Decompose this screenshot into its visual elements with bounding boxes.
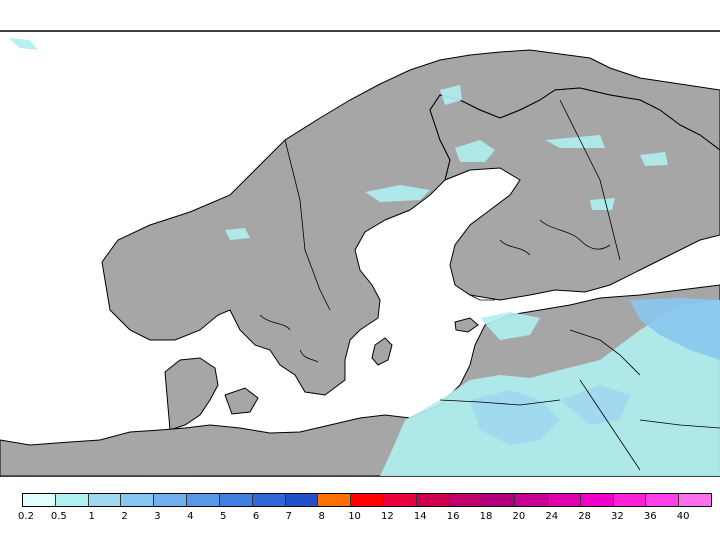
legend-swatch bbox=[383, 494, 417, 506]
legend-tick-label: 0.2 bbox=[18, 511, 34, 522]
land-zealand bbox=[224, 387, 259, 415]
precipitation-shading bbox=[8, 38, 720, 476]
legend-tick-label: 2 bbox=[121, 511, 128, 522]
precipitation-legend-bar bbox=[22, 493, 712, 507]
legend-swatch bbox=[318, 494, 352, 506]
legend-swatch bbox=[482, 494, 516, 506]
legend-tick-label: 10 bbox=[348, 511, 361, 522]
legend-swatch bbox=[646, 494, 680, 506]
legend-swatch bbox=[548, 494, 581, 506]
legend-swatch bbox=[55, 494, 89, 506]
legend-tick-label: 36 bbox=[643, 511, 657, 522]
legend-tick-label: 1 bbox=[88, 511, 95, 522]
legend-swatch bbox=[613, 494, 647, 506]
land-gotland bbox=[371, 337, 393, 366]
legend-swatch bbox=[580, 494, 614, 506]
legend-tick-label: 32 bbox=[611, 511, 624, 522]
legend-swatch bbox=[23, 494, 56, 506]
legend-tick-label: 14 bbox=[413, 511, 427, 522]
legend-tick-label: 0.5 bbox=[50, 511, 67, 522]
legend-tick-label: 16 bbox=[446, 511, 460, 522]
land-saaremaa bbox=[454, 317, 479, 333]
legend-swatch bbox=[679, 494, 712, 506]
legend-swatch bbox=[154, 494, 188, 506]
legend-tick-labels: 0.2 0.5 1 2 3 4 5 6 7 8 10 12 14 16 18 20 24 28 32 36 40 bbox=[0, 511, 720, 527]
legend-tick-label: 3 bbox=[154, 511, 161, 522]
legend-swatch bbox=[515, 494, 548, 506]
legend-swatch bbox=[88, 494, 122, 506]
legend-tick-label: 7 bbox=[285, 511, 293, 522]
legend-tick-label: 20 bbox=[512, 511, 526, 522]
legend-tick-label: 40 bbox=[676, 511, 690, 522]
legend-swatch bbox=[416, 494, 450, 506]
land-denmark bbox=[164, 357, 219, 431]
legend-tick-label: 12 bbox=[381, 511, 394, 522]
legend-tick-label: 18 bbox=[479, 511, 493, 522]
legend-swatch bbox=[121, 494, 155, 506]
legend-swatch bbox=[219, 494, 253, 506]
legend-tick-label: 28 bbox=[578, 511, 591, 522]
legend-tick-label: 24 bbox=[545, 511, 559, 522]
legend-tick-label: 6 bbox=[252, 511, 260, 522]
legend-tick-label: 8 bbox=[318, 511, 325, 522]
legend-tick-label: 5 bbox=[219, 511, 227, 522]
legend-swatch bbox=[449, 494, 483, 506]
legend-swatch bbox=[351, 494, 384, 506]
legend-tick-label: 4 bbox=[187, 511, 194, 522]
lakes-and-borders bbox=[259, 99, 720, 471]
land-finland bbox=[429, 87, 720, 301]
legend-swatch bbox=[187, 494, 220, 506]
precipitation-map bbox=[0, 30, 720, 477]
legend-swatch bbox=[252, 494, 286, 506]
legend-swatch bbox=[285, 494, 319, 506]
